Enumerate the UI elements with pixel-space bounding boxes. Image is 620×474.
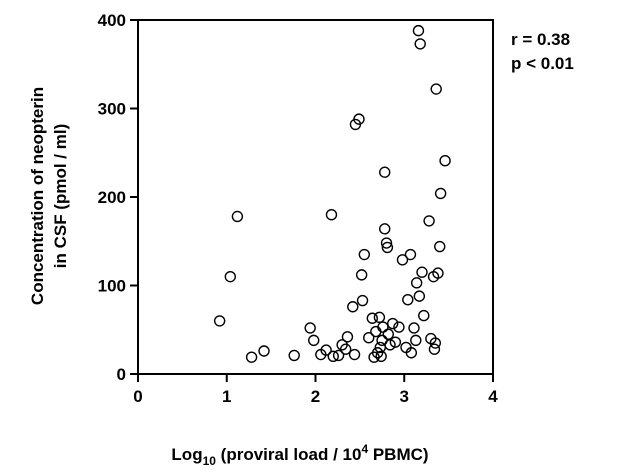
y-axis-title-line1: Concentration of neopterin [28,87,47,305]
data-points [213,24,451,363]
y-tick-label: 100 [98,277,126,296]
data-point [308,334,320,347]
data-point [347,301,359,313]
x-tick-label: 3 [400,387,409,406]
y-tick-label: 400 [98,11,126,30]
data-point [380,237,393,249]
data-point [353,113,365,125]
x-axis: 0 1 2 3 4 [133,374,498,406]
data-point [423,215,435,227]
data-point [375,350,387,362]
data-point [245,351,258,363]
x-axis-title-prefix: Log [171,445,202,464]
data-point [379,223,391,235]
data-point [384,339,396,351]
data-point [366,312,378,324]
data-point [377,321,389,333]
data-point [418,309,430,322]
data-point [413,290,426,302]
data-point [396,254,409,266]
x-tick-label: 2 [311,387,320,406]
x-axis-title-subscript: 10 [203,454,217,468]
data-point [430,83,442,95]
data-point [348,348,361,361]
data-point [429,337,442,349]
data-point [224,270,237,283]
data-point [332,349,345,362]
y-tick-label: 200 [98,188,126,207]
data-point [439,155,451,167]
y-tick-label: 0 [117,365,126,384]
data-point [341,331,354,343]
x-axis-title-superscript: 4 [361,442,368,456]
data-point [327,350,339,362]
data-point [402,293,414,306]
data-point [410,334,422,347]
data-point [408,322,420,334]
data-point [404,248,417,261]
data-point [231,210,244,223]
p-value: p < 0.01 [511,54,574,73]
data-point [325,208,338,221]
data-point [373,311,386,324]
plot-frame [137,19,494,375]
y-axis: 0 100 200 300 400 [98,11,138,384]
data-point [371,347,384,359]
y-axis-title-line2: in CSF (pmol / ml) [51,124,70,269]
data-point [434,187,447,200]
data-point [382,328,394,340]
data-point [428,343,441,355]
x-axis-title-suffix: PBMC) [368,445,428,464]
data-point [381,241,394,254]
data-point [370,325,382,338]
data-point [304,322,316,334]
data-point [356,294,369,307]
correlation-r: r = 0.38 [511,30,570,49]
data-point [288,349,300,362]
data-point [379,166,391,178]
data-point [410,277,423,289]
x-tick-label: 4 [488,387,498,406]
data-point [389,336,402,348]
data-point [258,345,270,357]
x-tick-label: 1 [222,387,231,406]
data-point [432,267,444,279]
data-point [393,321,405,333]
data-point [339,343,352,355]
data-point [387,317,399,330]
data-point [320,344,332,356]
data-point [355,269,368,281]
data-point [363,332,375,344]
x-tick-label: 0 [133,387,142,406]
data-point [434,240,446,253]
data-point [358,248,371,261]
data-point [414,38,426,50]
data-point [213,315,226,327]
data-point [416,266,428,278]
data-point [405,347,418,359]
plot-area: 0 1 2 3 4 0 100 200 300 400 [98,11,499,406]
y-tick-label: 300 [98,100,126,119]
x-axis-title-middle: (proviral load / 10 [216,445,362,464]
x-axis-title: Log10 (proviral load / 104 PBMC) [171,442,428,468]
data-point [412,24,425,37]
